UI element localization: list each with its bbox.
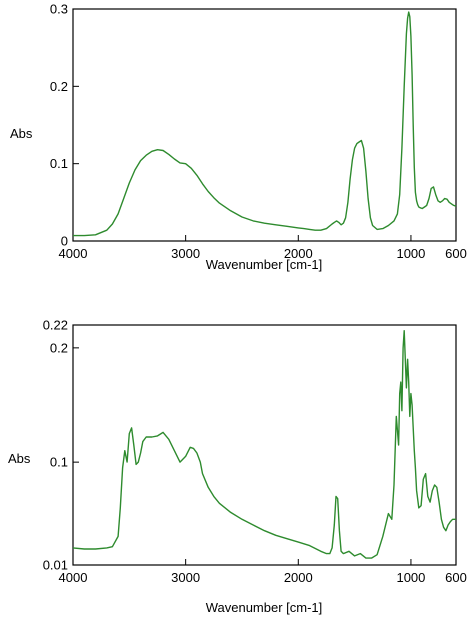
x-tick-label: 3000 (171, 570, 200, 585)
y-tick-label: 0.01 (43, 558, 68, 573)
y-tick-label: 0 (61, 234, 68, 249)
series-group-bottom (72, 330, 456, 559)
y-tick-label: 0.3 (50, 2, 68, 17)
spectrum-line-bottom (72, 330, 456, 559)
spectrum-chart-bottom: 0.01 0.1 0.2 0.22 4000 3000 2000 1000 600 Abs W… (8, 318, 467, 616)
y-axis-bottom: 0.01 0.1 0.2 0.22 (43, 318, 79, 573)
x-tick-label: 2000 (284, 570, 313, 585)
x-tick-label: 4000 (59, 246, 88, 261)
spectrum-line-top (73, 11, 457, 237)
plot-frame-bottom (72, 324, 457, 566)
x-tick-label: 600 (445, 570, 467, 585)
x-tick-label: 3000 (171, 246, 200, 261)
y-axis-top: 0 0.1 0.2 0.3 (50, 2, 79, 249)
x-axis-label-bottom: Wavenumber [cm-1] (206, 600, 323, 615)
y-tick-label: 0.1 (50, 156, 68, 171)
x-tick-label: 600 (445, 246, 467, 261)
y-axis-label-top: Abs (10, 126, 33, 141)
y-tick-label: 0.22 (43, 318, 68, 333)
spectrum-chart-top: 0 0.1 0.2 0.3 4000 3000 2000 1000 600 Abs Waven… (10, 2, 467, 273)
y-tick-label: 0.1 (50, 455, 68, 470)
x-axis-label-top: Wavenumber [cm-1] (206, 257, 323, 272)
x-tick-label: 1000 (396, 570, 425, 585)
x-tick-label: 4000 (59, 570, 88, 585)
x-tick-label: 2000 (284, 246, 313, 261)
y-tick-label: 0.2 (50, 79, 68, 94)
series-group-top (73, 11, 457, 237)
y-axis-label-bottom: Abs (8, 451, 31, 466)
x-axis-bottom: 4000 3000 2000 1000 600 (59, 559, 467, 585)
y-tick-label: 0.2 (50, 340, 68, 355)
plot-frame-top (72, 8, 457, 242)
x-axis-top: 4000 3000 2000 1000 600 (59, 235, 467, 261)
x-tick-label: 1000 (396, 246, 425, 261)
